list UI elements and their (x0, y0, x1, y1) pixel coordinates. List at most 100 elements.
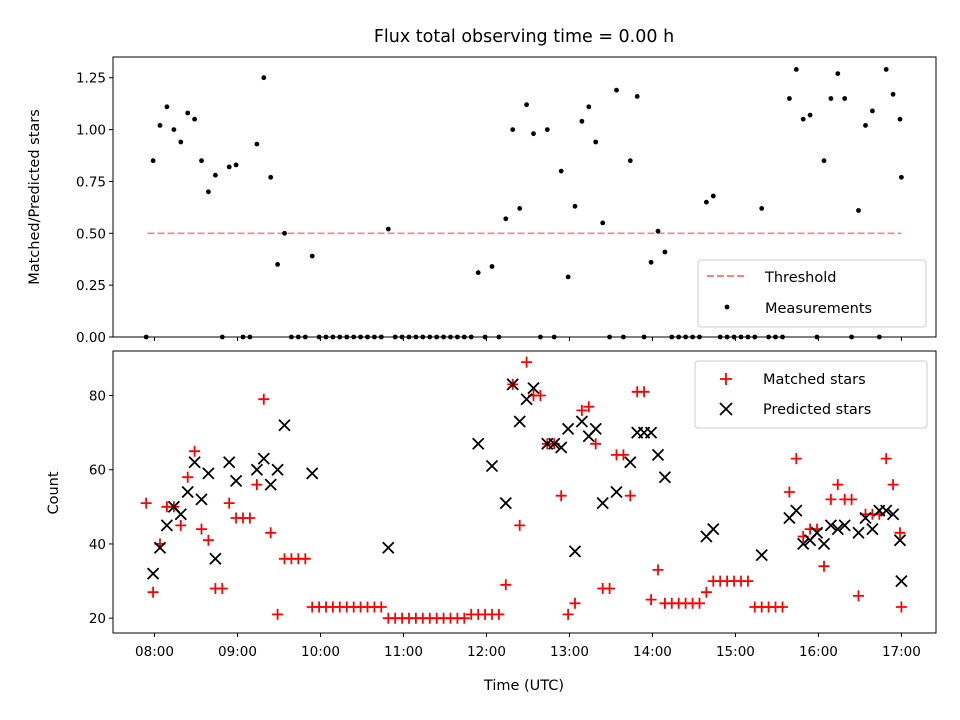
predicted-star-point (624, 456, 637, 469)
measurement-point (157, 123, 163, 128)
predicted-star-point (195, 493, 208, 506)
bottom-x-tick-label: 15:00 (716, 644, 755, 660)
measurement-point (586, 104, 592, 110)
measurement-point (524, 102, 529, 108)
top-y-tick-label: 0.75 (76, 174, 106, 190)
measurement-point (870, 108, 875, 114)
bottom-x-axis-label: Time (UTC) (483, 678, 564, 694)
bottom-x-tick-label: 13:00 (550, 644, 589, 660)
matched-star-point (569, 597, 581, 609)
measurement-point (787, 96, 792, 101)
predicted-star-point (527, 381, 540, 395)
predicted-star-point (264, 478, 277, 491)
measurement-point (897, 116, 903, 122)
predicted-star-point (181, 485, 194, 499)
matched-star-point (576, 404, 588, 416)
matched-star-point (147, 586, 159, 598)
predicted-star-point (755, 548, 768, 562)
measurement-point (213, 172, 218, 178)
bottom-axis-ticks: 20 40 60 80 08:00 09:00 10:00 11:00 12:00 13:00 14… (89, 389, 921, 660)
predicted-star-point (893, 534, 907, 547)
predicted-star-point (886, 508, 900, 521)
predicted-star-point (651, 448, 665, 462)
matched-star-point (895, 601, 907, 613)
measurement-point (261, 75, 267, 81)
measurement-point (807, 112, 813, 118)
bottom-y-tick-label: 40 (89, 537, 106, 553)
measurement-point (192, 116, 198, 122)
matched-star-point (583, 401, 595, 413)
measurement-point (856, 208, 861, 213)
measurement-point (275, 262, 280, 267)
predicted-star-point (810, 526, 824, 539)
matched-star-point (140, 497, 152, 509)
predicted-star-point (575, 415, 589, 428)
predicted-star-point (257, 452, 270, 465)
top-y-tick-label: 0.00 (76, 330, 106, 346)
predicted-star-point (838, 519, 851, 532)
measurement-point (268, 174, 274, 180)
measurement-point (171, 127, 177, 132)
top-axis-ticks: 0.00 0.25 0.50 0.75 1.00 1.25 (76, 71, 902, 346)
matched-star-point (818, 560, 830, 572)
measurement-point (800, 116, 806, 122)
measurement-point (226, 164, 232, 170)
measurements-legend-label: Measurements (765, 301, 872, 317)
predicted-star-point (209, 552, 222, 565)
matched-star-point (617, 449, 629, 461)
matched-star-point (458, 612, 470, 624)
predicted-star-point (520, 393, 533, 406)
measurements-legend-swatch (724, 304, 730, 310)
matched-legend-label: Matched stars (763, 372, 866, 388)
measurement-point (890, 91, 896, 97)
matched-star-point (244, 512, 256, 524)
predicted-star-point (382, 541, 395, 554)
top-y-tick-label: 0.50 (76, 226, 106, 242)
predicted-star-point (146, 567, 160, 580)
measurement-point (593, 139, 599, 145)
bottom-data-marks (140, 356, 908, 624)
matched-star-point (175, 519, 187, 531)
predicted-star-point (859, 511, 872, 525)
matched-star-point (375, 601, 387, 613)
measurement-point (899, 174, 904, 180)
predicted-star-point (306, 467, 319, 480)
top-legend-box (697, 259, 927, 328)
predicted-star-point (610, 485, 623, 499)
predicted-star-point (548, 437, 561, 450)
predicted-star-point (817, 537, 831, 551)
matched-star-point (894, 527, 906, 539)
bottom-y-tick-label: 60 (89, 463, 106, 479)
measurement-point (828, 96, 834, 101)
predicted-star-point (271, 463, 284, 476)
matched-star-point (514, 519, 526, 531)
matched-star-point (555, 490, 567, 502)
measurement-point (648, 259, 654, 265)
predicted-star-point (174, 508, 187, 521)
measurement-point (544, 127, 550, 132)
measurement-point (655, 228, 661, 234)
measurement-point (614, 87, 619, 93)
measurement-point (558, 168, 564, 174)
measurement-point (579, 118, 585, 124)
predicted-star-point (790, 504, 803, 517)
predicted-star-point (555, 441, 568, 454)
predicted-star-point (506, 378, 519, 391)
top-y-tick-label: 1.00 (76, 123, 106, 139)
predicted-star-point (160, 519, 174, 532)
bottom-legend: Matched stars Predicted stars (694, 360, 928, 429)
matched-star-point (777, 601, 788, 613)
matched-star-point (832, 479, 844, 491)
predicted-star-point (707, 522, 720, 536)
predicted-star-point (499, 496, 512, 510)
top-y-tick-label: 1.25 (76, 71, 106, 87)
top-data-marks (143, 67, 904, 340)
measurement-point (835, 71, 841, 76)
matched-star-point (846, 493, 858, 505)
predicted-star-point (229, 474, 243, 488)
predicted-star-point (472, 437, 485, 450)
bottom-legend-box (694, 360, 928, 429)
predicted-star-point (596, 496, 609, 510)
predicted-star-point (797, 537, 810, 551)
